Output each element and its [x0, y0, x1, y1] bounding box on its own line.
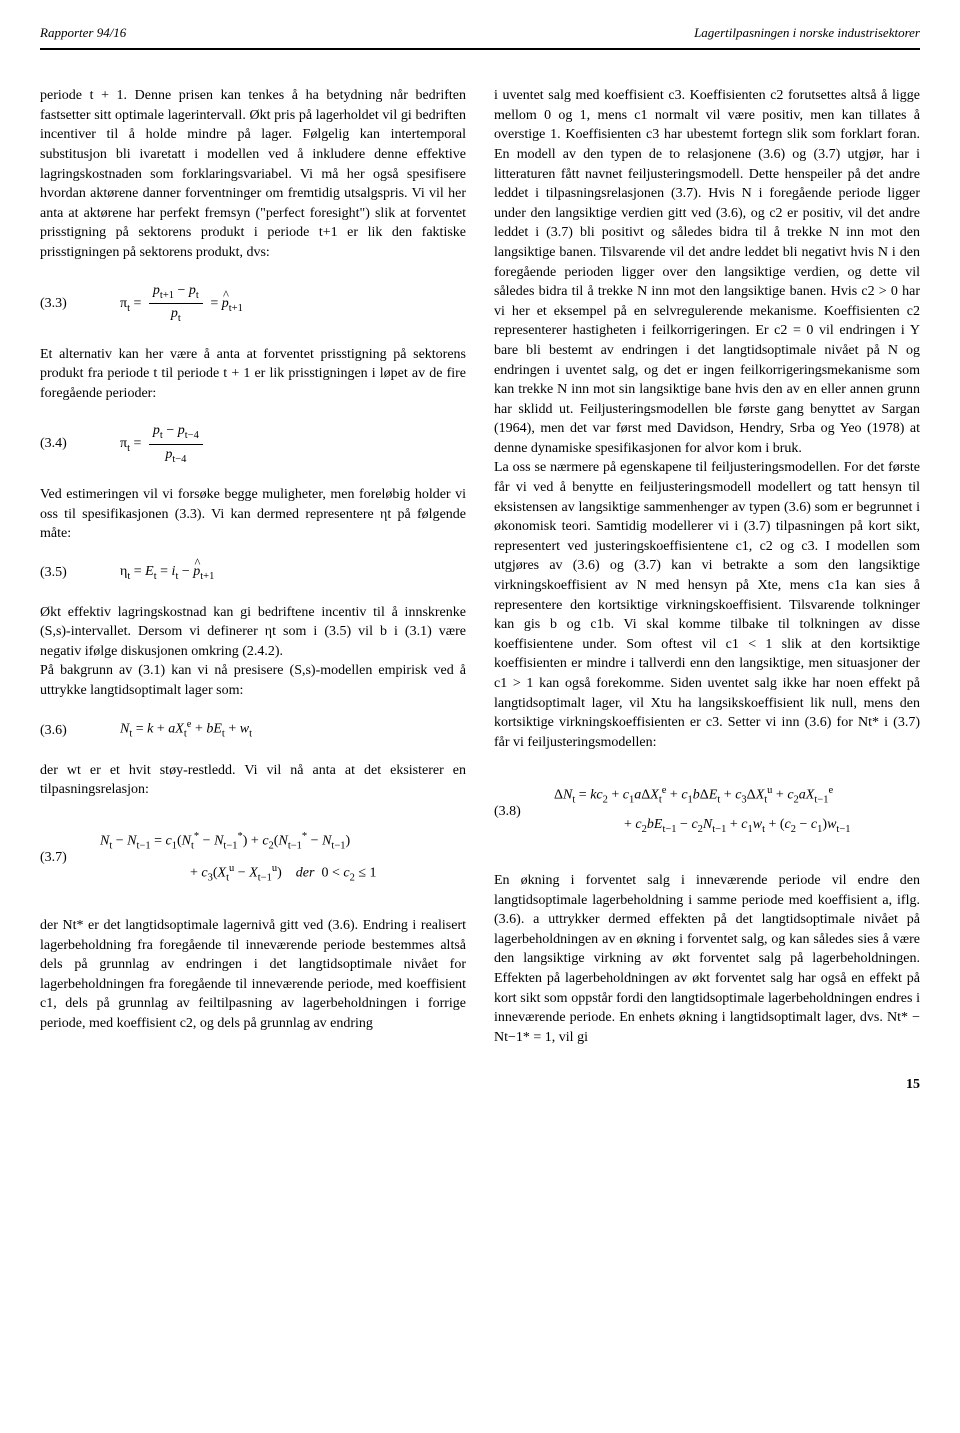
eq-body-37: Nt − Nt−1 = c1(Nt* − Nt−1*) + c2(Nt−1* −…: [100, 830, 377, 886]
equation-3-4: (3.4) πt = pt − pt−4 pt−4: [40, 421, 466, 467]
eq-label-35: (3.5): [40, 563, 82, 583]
right-p1: i uventet salg med koeffisient c3. Koeff…: [494, 86, 920, 458]
eq-label-36: (3.6): [40, 721, 82, 741]
equation-3-6: (3.6) Nt = k + aXte + bEt + wt: [40, 718, 466, 742]
header-right: Lagertilpasningen i norske industrisekto…: [694, 24, 920, 42]
left-p2: Et alternativ kan her være å anta at for…: [40, 345, 466, 404]
left-p7: der Nt* er det langtidsoptimale lagerniv…: [40, 916, 466, 1034]
eq-label-34: (3.4): [40, 434, 82, 454]
eq-body-34: πt = pt − pt−4 pt−4: [100, 421, 466, 467]
equation-3-8: (3.8) ΔNt = kc2 + c1aΔXte + c1bΔEt + c3Δ…: [494, 770, 920, 853]
equation-3-5: (3.5) ηt = Et = it − pt+1: [40, 562, 466, 584]
right-p3: En økning i forventet salg i inneværende…: [494, 871, 920, 1047]
page-header: Rapporter 94/16 Lagertilpasningen i nors…: [40, 24, 920, 50]
right-column: i uventet salg med koeffisient c3. Koeff…: [494, 86, 920, 1047]
header-left: Rapporter 94/16: [40, 24, 126, 42]
left-column: periode t + 1. Denne prisen kan tenkes å…: [40, 86, 466, 1047]
eq-label-37: (3.7): [40, 848, 82, 868]
right-p2: La oss se nærmere på egenskapene til fei…: [494, 458, 920, 752]
left-p3: Ved estimeringen vil vi forsøke begge mu…: [40, 485, 466, 544]
equation-3-7: (3.7) Nt − Nt−1 = c1(Nt* − Nt−1*) + c2(N…: [40, 818, 466, 898]
eq-body-33: πt = pt+1 − pt pt = pt+1: [100, 281, 466, 327]
left-p1: periode t + 1. Denne prisen kan tenkes å…: [40, 86, 466, 262]
left-p6: der wt er et hvit støy-restledd. Vi vil …: [40, 761, 466, 800]
equation-3-3: (3.3) πt = pt+1 − pt pt = pt+1: [40, 281, 466, 327]
page-number: 15: [40, 1075, 920, 1095]
eq-label-33: (3.3): [40, 294, 82, 314]
eq-body-36: Nt = k + aXte + bEt + wt: [100, 718, 466, 742]
eq-body-38: ΔNt = kc2 + c1aΔXte + c1bΔEt + c3ΔXtu + …: [554, 784, 851, 837]
left-p4: Økt effektiv lagringskostnad kan gi bedr…: [40, 603, 466, 662]
eq-label-38: (3.8): [494, 802, 536, 822]
left-p5: På bakgrunn av (3.1) kan vi nå presisere…: [40, 661, 466, 700]
two-column-layout: periode t + 1. Denne prisen kan tenkes å…: [40, 86, 920, 1047]
eq-body-35: ηt = Et = it − pt+1: [100, 562, 466, 584]
